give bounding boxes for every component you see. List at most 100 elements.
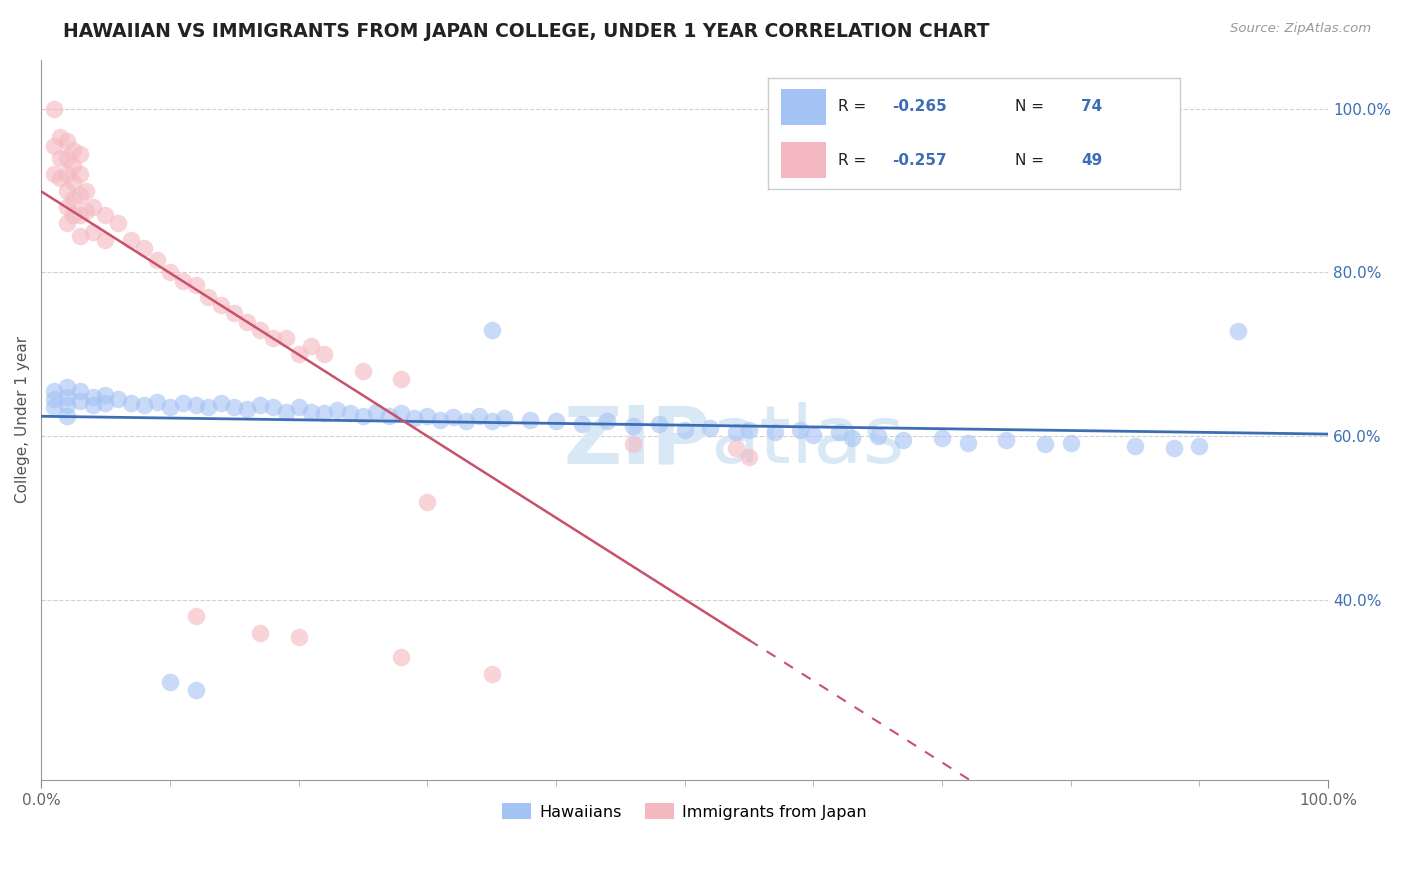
Point xyxy=(866,429,889,443)
Point xyxy=(42,138,65,153)
Point xyxy=(224,306,246,320)
Point xyxy=(262,331,284,345)
Point xyxy=(481,414,503,428)
Point xyxy=(56,167,79,181)
Point xyxy=(224,401,246,415)
Point xyxy=(1227,324,1250,338)
Point xyxy=(544,414,567,428)
Point xyxy=(404,411,426,425)
Point xyxy=(75,184,97,198)
Point xyxy=(159,401,181,415)
Point xyxy=(828,425,851,439)
Point xyxy=(249,398,271,412)
Point xyxy=(236,402,259,417)
Point xyxy=(69,146,91,161)
Point xyxy=(69,384,91,398)
Point xyxy=(82,390,104,404)
Point xyxy=(519,413,541,427)
Point xyxy=(893,434,915,448)
Point xyxy=(236,314,259,328)
Point xyxy=(314,347,336,361)
Point xyxy=(56,409,79,423)
Point xyxy=(391,650,413,665)
Point xyxy=(94,208,117,222)
Point xyxy=(738,450,761,464)
Point xyxy=(56,135,79,149)
Point xyxy=(364,404,387,418)
Point xyxy=(209,396,232,410)
Point xyxy=(94,233,117,247)
Point xyxy=(197,401,219,415)
Point xyxy=(69,167,91,181)
Point xyxy=(184,609,207,624)
Point xyxy=(673,423,696,437)
Point xyxy=(725,425,748,439)
Point xyxy=(339,406,361,420)
Point xyxy=(62,175,84,189)
Point xyxy=(725,442,748,456)
Point xyxy=(274,404,297,418)
Point xyxy=(49,171,72,186)
Point xyxy=(107,392,129,407)
Point xyxy=(82,225,104,239)
Point xyxy=(314,406,336,420)
Text: ZIP: ZIP xyxy=(564,402,710,481)
Point xyxy=(429,413,451,427)
Point xyxy=(42,401,65,415)
Point xyxy=(56,151,79,165)
Point xyxy=(49,151,72,165)
Point xyxy=(326,403,349,417)
Point xyxy=(352,409,374,423)
Point xyxy=(172,274,194,288)
Point xyxy=(62,192,84,206)
Point xyxy=(159,674,181,689)
Point xyxy=(481,666,503,681)
Point xyxy=(69,208,91,222)
Point xyxy=(75,204,97,219)
Point xyxy=(120,396,142,410)
Point xyxy=(596,414,619,428)
Legend: Hawaiians, Immigrants from Japan: Hawaiians, Immigrants from Japan xyxy=(496,797,873,826)
Point xyxy=(571,417,593,431)
Point xyxy=(621,419,644,434)
Point xyxy=(416,409,439,423)
Point xyxy=(132,398,155,412)
Point xyxy=(481,323,503,337)
Point xyxy=(274,331,297,345)
Point xyxy=(299,404,322,418)
Point xyxy=(1123,439,1146,453)
Point xyxy=(146,253,169,268)
Point xyxy=(42,384,65,398)
Y-axis label: College, Under 1 year: College, Under 1 year xyxy=(15,336,30,503)
Point xyxy=(956,435,979,450)
Point xyxy=(69,228,91,243)
Point xyxy=(801,427,824,442)
Point xyxy=(56,398,79,412)
Point xyxy=(1060,435,1083,450)
Point xyxy=(42,167,65,181)
Text: atlas: atlas xyxy=(710,402,904,481)
Point xyxy=(184,277,207,292)
Point xyxy=(82,398,104,412)
Point xyxy=(262,401,284,415)
Text: HAWAIIAN VS IMMIGRANTS FROM JAPAN COLLEGE, UNDER 1 YEAR CORRELATION CHART: HAWAIIAN VS IMMIGRANTS FROM JAPAN COLLEG… xyxy=(63,22,990,41)
Point xyxy=(94,388,117,402)
Point xyxy=(42,102,65,116)
Point xyxy=(467,409,489,423)
Point xyxy=(1188,439,1211,453)
Point xyxy=(56,200,79,214)
Point xyxy=(299,339,322,353)
Point xyxy=(120,233,142,247)
Point xyxy=(146,394,169,409)
Point xyxy=(197,290,219,304)
Point xyxy=(62,159,84,173)
Point xyxy=(377,409,399,423)
Point xyxy=(56,184,79,198)
Point xyxy=(209,298,232,312)
Point xyxy=(69,393,91,408)
Point xyxy=(56,216,79,230)
Point xyxy=(82,200,104,214)
Point xyxy=(249,625,271,640)
Point xyxy=(56,390,79,404)
Point xyxy=(352,364,374,378)
